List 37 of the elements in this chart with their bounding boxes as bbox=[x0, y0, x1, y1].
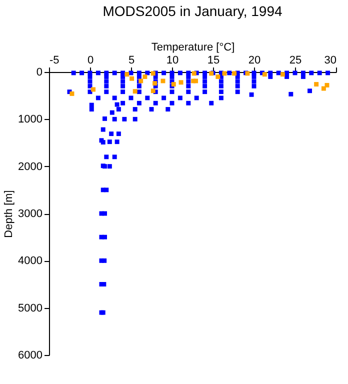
point bbox=[142, 74, 148, 79]
point bbox=[124, 72, 130, 77]
y-tick-label: 2000 bbox=[18, 160, 42, 173]
y-tick-label: 4000 bbox=[18, 255, 42, 268]
point bbox=[160, 78, 166, 84]
point bbox=[314, 82, 319, 86]
y-tick-label: 3000 bbox=[18, 208, 42, 220]
point bbox=[70, 91, 74, 96]
x-tick-label: -5 bbox=[50, 54, 60, 66]
point bbox=[192, 71, 196, 76]
point bbox=[178, 80, 184, 85]
point bbox=[132, 89, 138, 94]
y-axis-title: Depth [m] bbox=[3, 190, 16, 238]
y-tick-label: 5000 bbox=[18, 302, 42, 314]
x-tick-label: 20 bbox=[248, 54, 261, 66]
point bbox=[232, 71, 237, 76]
point bbox=[222, 71, 227, 76]
x-tick-label: 15 bbox=[207, 54, 220, 66]
x-axis-title: Temperature [°C] bbox=[151, 42, 235, 54]
y-tick-label: 1000 bbox=[18, 114, 42, 126]
point bbox=[91, 87, 96, 92]
chart-title: MODS2005 in January, 1994 bbox=[102, 3, 282, 19]
point bbox=[216, 74, 220, 79]
x-tick-label: 30 bbox=[324, 54, 336, 66]
x-tick-label: 10 bbox=[166, 54, 179, 66]
point bbox=[150, 88, 156, 94]
point bbox=[262, 72, 267, 77]
y-tick-label: 0 bbox=[36, 66, 42, 78]
x-tick-label: 25 bbox=[289, 54, 302, 66]
point bbox=[150, 71, 156, 76]
y-tick-label: 6000 bbox=[18, 350, 42, 362]
point bbox=[194, 78, 198, 84]
x-tick-label: 0 bbox=[87, 54, 94, 66]
point bbox=[280, 72, 285, 77]
point bbox=[324, 82, 330, 88]
point bbox=[130, 76, 134, 81]
x-tick-label: 5 bbox=[128, 54, 135, 66]
